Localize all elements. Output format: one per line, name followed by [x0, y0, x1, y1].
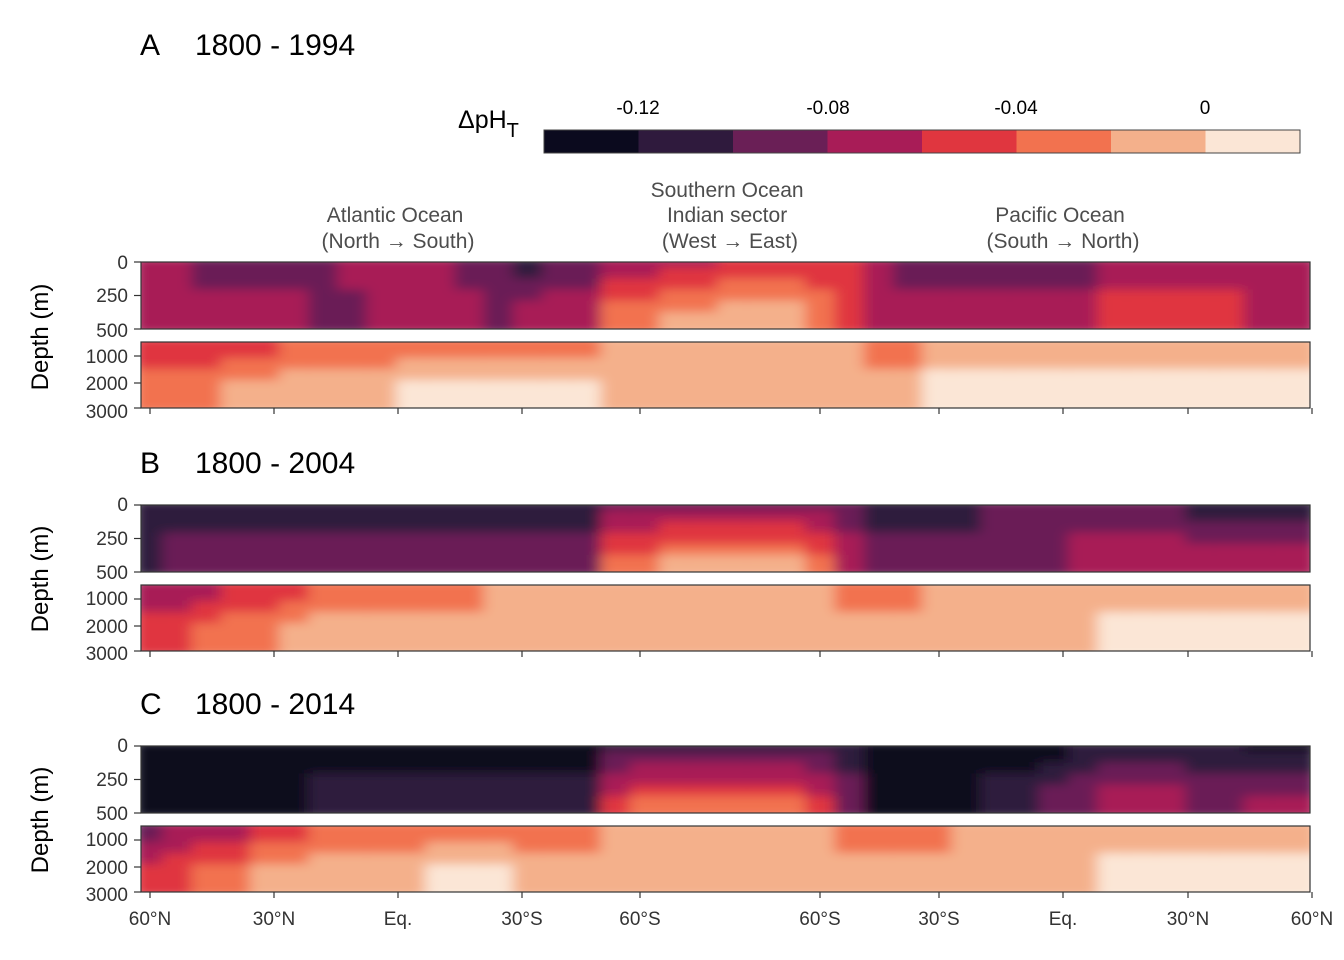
x-tick-label: 60°S: [799, 909, 840, 930]
y-tick-label: 0: [117, 253, 128, 274]
legend-swatch: [638, 130, 734, 153]
y-tick-label: 1000: [86, 347, 128, 368]
y-tick-label: 500: [96, 563, 128, 584]
panel-b: B 1800 - 2004 Depth (m) 0 250 500 1000 2…: [27, 447, 355, 665]
legend-break-label: 0: [1200, 98, 1211, 119]
legend-swatch: [1205, 130, 1301, 153]
y-tick-label: 250: [96, 529, 128, 550]
y-tick-label: 1000: [86, 589, 128, 610]
y-axis-label: Depth (m): [27, 284, 54, 391]
legend-break-label: -0.12: [616, 98, 659, 119]
x-tick-label: 30°N: [1167, 909, 1209, 930]
x-axis-labels: 60°N 30°N Eq. 30°S 60°S 60°S 30°S Eq. 30…: [129, 909, 1333, 930]
legend-break-label: -0.04: [994, 98, 1038, 119]
panel-period: 1800 - 2014: [195, 688, 355, 721]
heatmap-cell: [1272, 391, 1310, 408]
y-tick-label: 250: [96, 286, 128, 307]
y-axis-label: Depth (m): [27, 526, 54, 633]
legend-swatch: [827, 130, 923, 153]
panel-border: [140, 584, 1311, 652]
x-tick-label: 30°S: [501, 909, 542, 930]
y-tick-label: 2000: [86, 374, 128, 395]
y-tick-label: 500: [96, 804, 128, 825]
panel-letter: B: [140, 447, 160, 480]
x-tick-label: 60°N: [1291, 909, 1333, 930]
ocean-label-atlantic: Atlantic Ocean (North → South): [322, 204, 475, 253]
panel-letter: C: [140, 688, 162, 721]
heatmap-cell: [1272, 634, 1310, 651]
y-tick-label: 250: [96, 770, 128, 791]
legend-title-subscript: T: [507, 120, 519, 142]
heatmap-layers: [134, 261, 1313, 898]
y-tick-label: 2000: [86, 858, 128, 879]
legend-swatch: [922, 130, 1017, 153]
heatmap-panel-c: [134, 745, 1313, 898]
panel-period: 1800 - 1994: [195, 29, 355, 62]
legend-color-bar: [543, 129, 1301, 154]
x-tick-label: 30°N: [253, 909, 295, 930]
panel-letter: A: [140, 29, 160, 62]
panel-border: [140, 825, 1311, 893]
heatmap-panel-a: [134, 261, 1313, 414]
panel-c: C 1800 - 2014 Depth (m) 0 250 500 1000 2…: [27, 688, 355, 906]
y-tick-label: 0: [117, 736, 128, 757]
legend-swatch: [1111, 130, 1206, 153]
x-tick-label: 60°N: [129, 909, 171, 930]
panel-border: [140, 341, 1311, 409]
legend-break-label: -0.08: [806, 98, 849, 119]
y-axis-label: Depth (m): [27, 767, 54, 874]
ocean-label-pacific: Pacific Ocean (South → North): [987, 204, 1140, 253]
heatmap-cell: [1272, 554, 1310, 572]
legend-bar-border: [543, 129, 1301, 154]
legend-swatch: [733, 130, 828, 153]
x-tick-label: 60°S: [619, 909, 660, 930]
heatmap-panel-b: [134, 504, 1313, 657]
y-tick-label: 2000: [86, 617, 128, 638]
heatmap-cell: [1272, 875, 1310, 892]
legend-title: ΔpHT: [458, 106, 519, 142]
heatmap-cell: [1272, 795, 1310, 813]
y-tick-label: 0: [117, 495, 128, 516]
x-tick-label: Eq.: [1049, 909, 1078, 930]
legend: ΔpHT -0.12 -0.08 -0.04 0: [458, 98, 1301, 154]
panel-period: 1800 - 2004: [195, 447, 355, 480]
panel-a: A 1800 - 1994 Depth (m) 0 250 500 1000 2…: [27, 29, 355, 423]
y-tick-label: 500: [96, 321, 128, 342]
y-tick-label: 3000: [86, 885, 128, 906]
heatmap-cell: [1272, 311, 1310, 329]
x-tick-label: 30°S: [918, 909, 959, 930]
y-tick-label: 3000: [86, 644, 128, 665]
y-tick-label: 3000: [86, 402, 128, 423]
legend-swatch: [544, 130, 639, 153]
legend-swatch: [1016, 130, 1112, 153]
ocean-label-southern: Southern Ocean Indian sector (West → Eas…: [651, 179, 810, 253]
x-tick-label: Eq.: [384, 909, 413, 930]
ocean-labels: Atlantic Ocean (North → South) Southern …: [322, 179, 1140, 253]
y-tick-label: 1000: [86, 830, 128, 851]
